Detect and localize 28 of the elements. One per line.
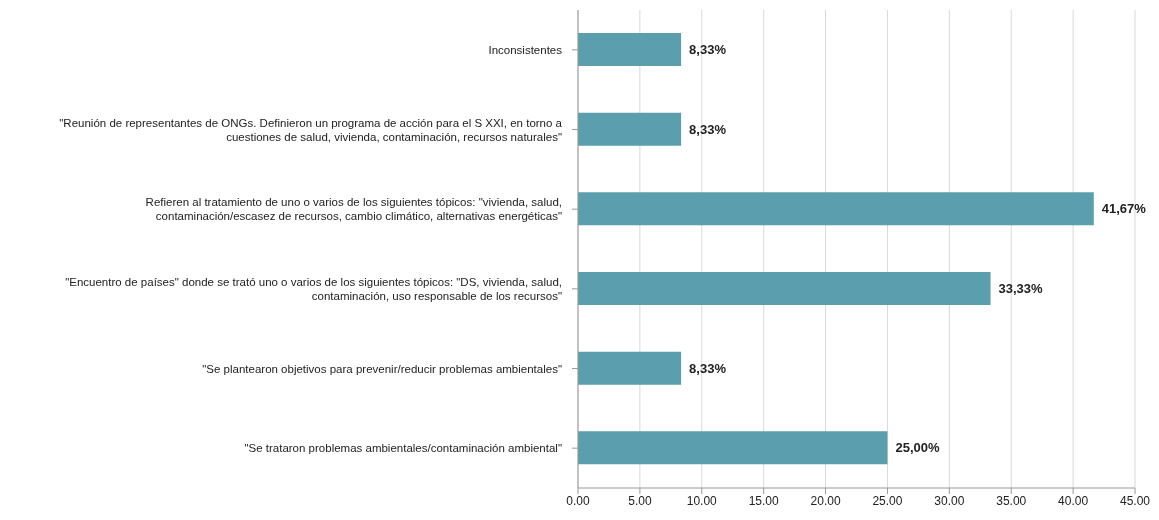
data-label: 33,33% <box>998 281 1044 296</box>
bar <box>578 431 888 465</box>
data-label: 25,00% <box>895 440 940 456</box>
x-tick-label: 30.00 <box>934 493 965 508</box>
data-label: 8,33% <box>689 360 727 376</box>
x-tick-label: 25.00 <box>872 493 903 508</box>
bar <box>578 33 682 66</box>
y-tick-label: Inconsistentes <box>488 43 563 56</box>
y-tick-label: Refieren al tratamiento de uno o varios de los siguientes tópicos: "vivienda, salud, contaminación/escasez de recursos, cambio climático, alternativas energéticas" <box>145 196 562 223</box>
bar <box>578 192 1094 226</box>
data-label: 8,33% <box>689 121 727 137</box>
x-tick-label: 20.00 <box>810 493 841 508</box>
x-tick-label: 10.00 <box>686 493 718 508</box>
data-label: 41,67% <box>1101 201 1147 217</box>
bar <box>578 112 682 146</box>
y-tick-label: "Encuentro de países" donde se trató uno o varios de los siguientes tópicos: "DS, vivienda, salud, contaminación, uso responsable de los recursos" <box>65 275 562 302</box>
data-label: 8,33% <box>689 42 727 57</box>
x-tick-label: 0.00 <box>566 493 590 508</box>
bar <box>578 272 991 305</box>
x-tick-label: 5.00 <box>628 493 652 508</box>
x-tick-label: 35.00 <box>996 493 1027 508</box>
x-tick-label: 15.00 <box>748 493 780 508</box>
y-tick-label: "Reunión de representantes de ONGs. Definieron un programa de acción para el S XXI, en torno a cuestiones de salud, vivienda, contaminación, recursos naturales" <box>59 116 563 143</box>
y-tick-label: "Se trataron problemas ambientales/contaminación ambiental" <box>244 442 562 455</box>
x-tick-label: 40.00 <box>1058 493 1089 508</box>
bar <box>578 351 682 385</box>
x-tick-label: 45.00 <box>1119 493 1151 508</box>
y-tick-label: "Se plantearon objetivos para prevenir/reducir problemas ambientales" <box>202 362 562 375</box>
